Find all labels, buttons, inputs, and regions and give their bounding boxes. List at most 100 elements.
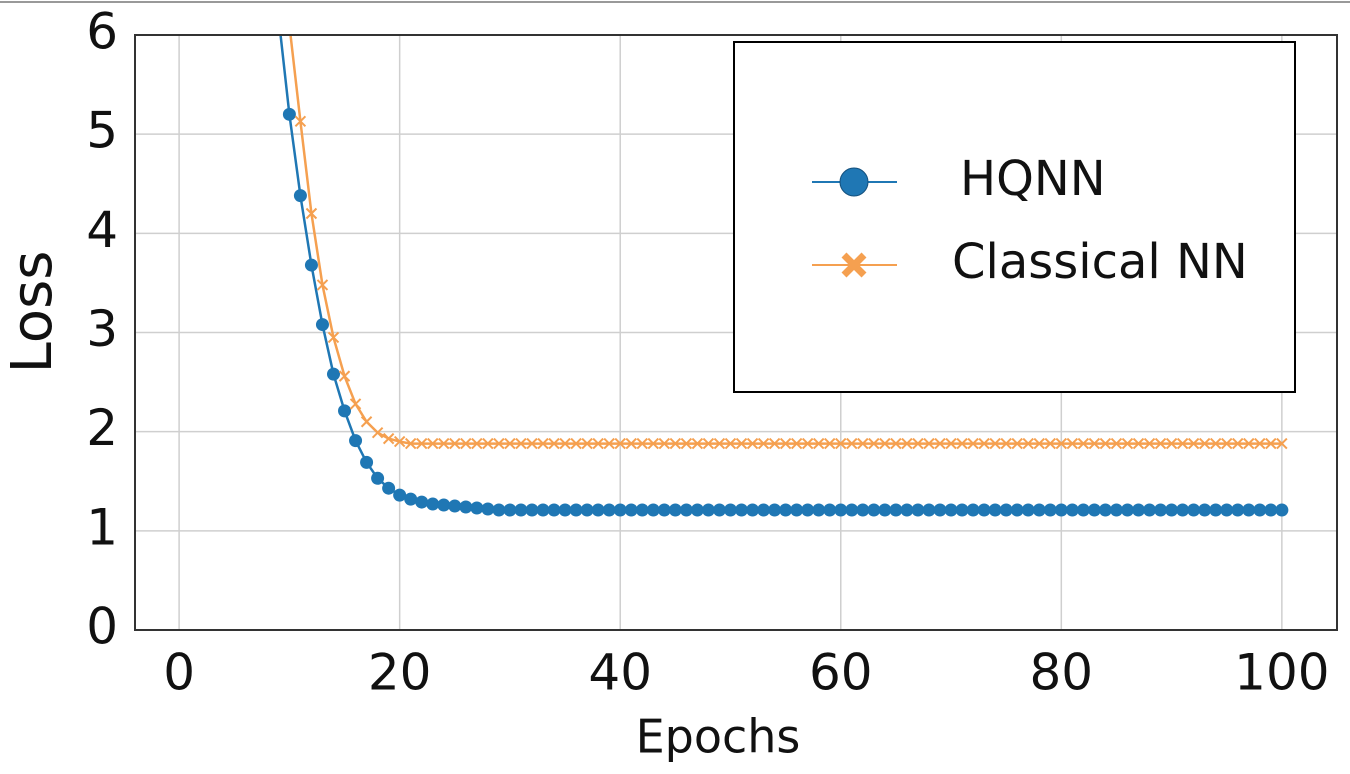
point bbox=[459, 500, 473, 514]
point bbox=[515, 437, 527, 450]
point bbox=[1275, 503, 1289, 517]
point bbox=[923, 437, 935, 450]
point bbox=[1253, 503, 1267, 517]
point bbox=[1187, 437, 1200, 450]
y-tick-label: 3 bbox=[86, 300, 118, 358]
point bbox=[1221, 437, 1233, 450]
point bbox=[304, 258, 318, 272]
legend-marker bbox=[839, 167, 869, 197]
point bbox=[526, 437, 538, 450]
point bbox=[559, 437, 571, 450]
point bbox=[911, 503, 925, 517]
point bbox=[966, 503, 980, 517]
point bbox=[856, 503, 870, 517]
point bbox=[470, 501, 484, 515]
y-tick-label: 4 bbox=[86, 201, 118, 259]
point bbox=[294, 115, 307, 127]
point bbox=[570, 437, 582, 450]
point bbox=[437, 498, 451, 512]
point bbox=[967, 437, 979, 450]
point bbox=[757, 503, 771, 517]
point bbox=[901, 437, 913, 450]
point bbox=[1033, 437, 1045, 450]
point bbox=[305, 207, 318, 220]
point bbox=[1022, 437, 1034, 450]
point bbox=[812, 503, 826, 517]
y-tick-label: 2 bbox=[86, 399, 118, 457]
point bbox=[1066, 437, 1079, 450]
point bbox=[360, 416, 373, 428]
point bbox=[360, 455, 374, 469]
point bbox=[1209, 437, 1222, 450]
point bbox=[580, 503, 594, 517]
point bbox=[790, 437, 803, 450]
point bbox=[547, 503, 561, 517]
point bbox=[845, 503, 859, 517]
point bbox=[1021, 503, 1035, 517]
point bbox=[481, 502, 495, 516]
x-axis-label: Epochs bbox=[636, 710, 801, 764]
point bbox=[956, 437, 968, 450]
point bbox=[1276, 437, 1288, 450]
point bbox=[934, 437, 946, 450]
y-axis-label: Loss bbox=[0, 251, 65, 374]
point bbox=[503, 503, 517, 517]
point bbox=[349, 398, 362, 410]
point bbox=[448, 499, 462, 513]
point bbox=[282, 107, 296, 121]
point bbox=[846, 437, 858, 450]
point bbox=[999, 503, 1013, 517]
point bbox=[315, 318, 329, 332]
point bbox=[1176, 503, 1190, 517]
point bbox=[1087, 503, 1101, 517]
point bbox=[492, 503, 506, 517]
point bbox=[790, 503, 804, 517]
point bbox=[912, 437, 924, 450]
point bbox=[603, 437, 615, 450]
point bbox=[1165, 503, 1179, 517]
point bbox=[460, 437, 472, 450]
point bbox=[657, 503, 671, 517]
plot-frame bbox=[134, 34, 1338, 631]
point bbox=[1065, 503, 1079, 517]
point bbox=[602, 503, 616, 517]
point bbox=[504, 437, 516, 450]
point bbox=[636, 437, 648, 450]
point bbox=[382, 481, 396, 495]
point bbox=[723, 503, 737, 517]
point bbox=[393, 435, 406, 448]
x-tick-label: 0 bbox=[163, 644, 195, 702]
point bbox=[989, 437, 1001, 450]
point bbox=[1198, 503, 1212, 517]
point bbox=[889, 503, 903, 517]
point bbox=[415, 495, 429, 509]
point bbox=[1143, 437, 1156, 450]
point bbox=[1165, 437, 1178, 450]
point bbox=[284, 20, 294, 30]
point bbox=[801, 437, 814, 450]
point bbox=[316, 279, 329, 291]
point bbox=[1055, 437, 1068, 450]
point bbox=[1032, 503, 1046, 517]
point bbox=[1132, 437, 1145, 450]
point bbox=[393, 488, 407, 502]
point bbox=[404, 492, 418, 506]
point bbox=[1232, 437, 1244, 450]
point bbox=[768, 503, 782, 517]
point bbox=[581, 437, 593, 450]
point bbox=[327, 331, 340, 344]
point bbox=[1000, 437, 1012, 450]
point bbox=[1010, 503, 1024, 517]
x-tick-label: 100 bbox=[1234, 644, 1329, 702]
point bbox=[1176, 437, 1189, 450]
point bbox=[635, 503, 649, 517]
point bbox=[977, 503, 991, 517]
point bbox=[548, 437, 560, 450]
point bbox=[867, 503, 881, 517]
point bbox=[978, 437, 990, 450]
legend-marker bbox=[841, 252, 867, 278]
x-tick-label: 40 bbox=[588, 644, 652, 702]
point bbox=[471, 437, 483, 450]
point bbox=[933, 503, 947, 517]
